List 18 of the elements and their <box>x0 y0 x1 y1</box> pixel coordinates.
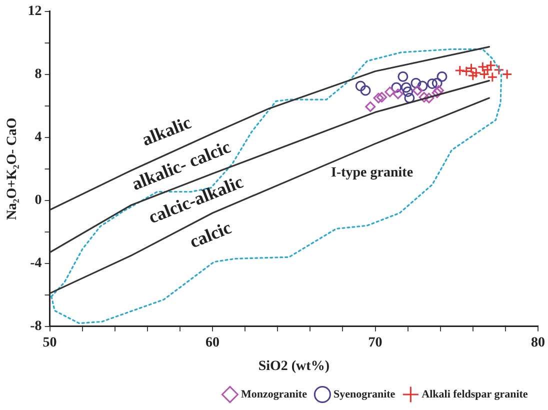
annotation: calcic <box>186 217 234 252</box>
legend-label: Alkali feldspar granite <box>422 388 528 400</box>
annotation: I-type granite <box>330 166 414 181</box>
y-tick-label: 12 <box>28 4 42 20</box>
annotation: alkalic <box>139 112 194 150</box>
x-tick-label: 50 <box>42 335 57 350</box>
x-tick-label: 70 <box>368 335 382 350</box>
x-tick-label: 60 <box>206 335 220 350</box>
y-tick-label: -4 <box>30 256 42 272</box>
y-tick-label: 0 <box>34 193 42 208</box>
y-tick-label: 8 <box>34 67 42 82</box>
legend-label: Syenogranite <box>333 388 396 400</box>
y-axis-title: Na₂O+K₂O- CaO <box>5 118 20 220</box>
x-axis-title: SiO2 (wt%) <box>258 359 330 374</box>
y-tick-label: -8 <box>30 319 42 334</box>
legend-label: Monzogranite <box>240 388 308 400</box>
x-tick-label: 80 <box>531 335 545 350</box>
y-tick-label: 4 <box>34 130 42 146</box>
